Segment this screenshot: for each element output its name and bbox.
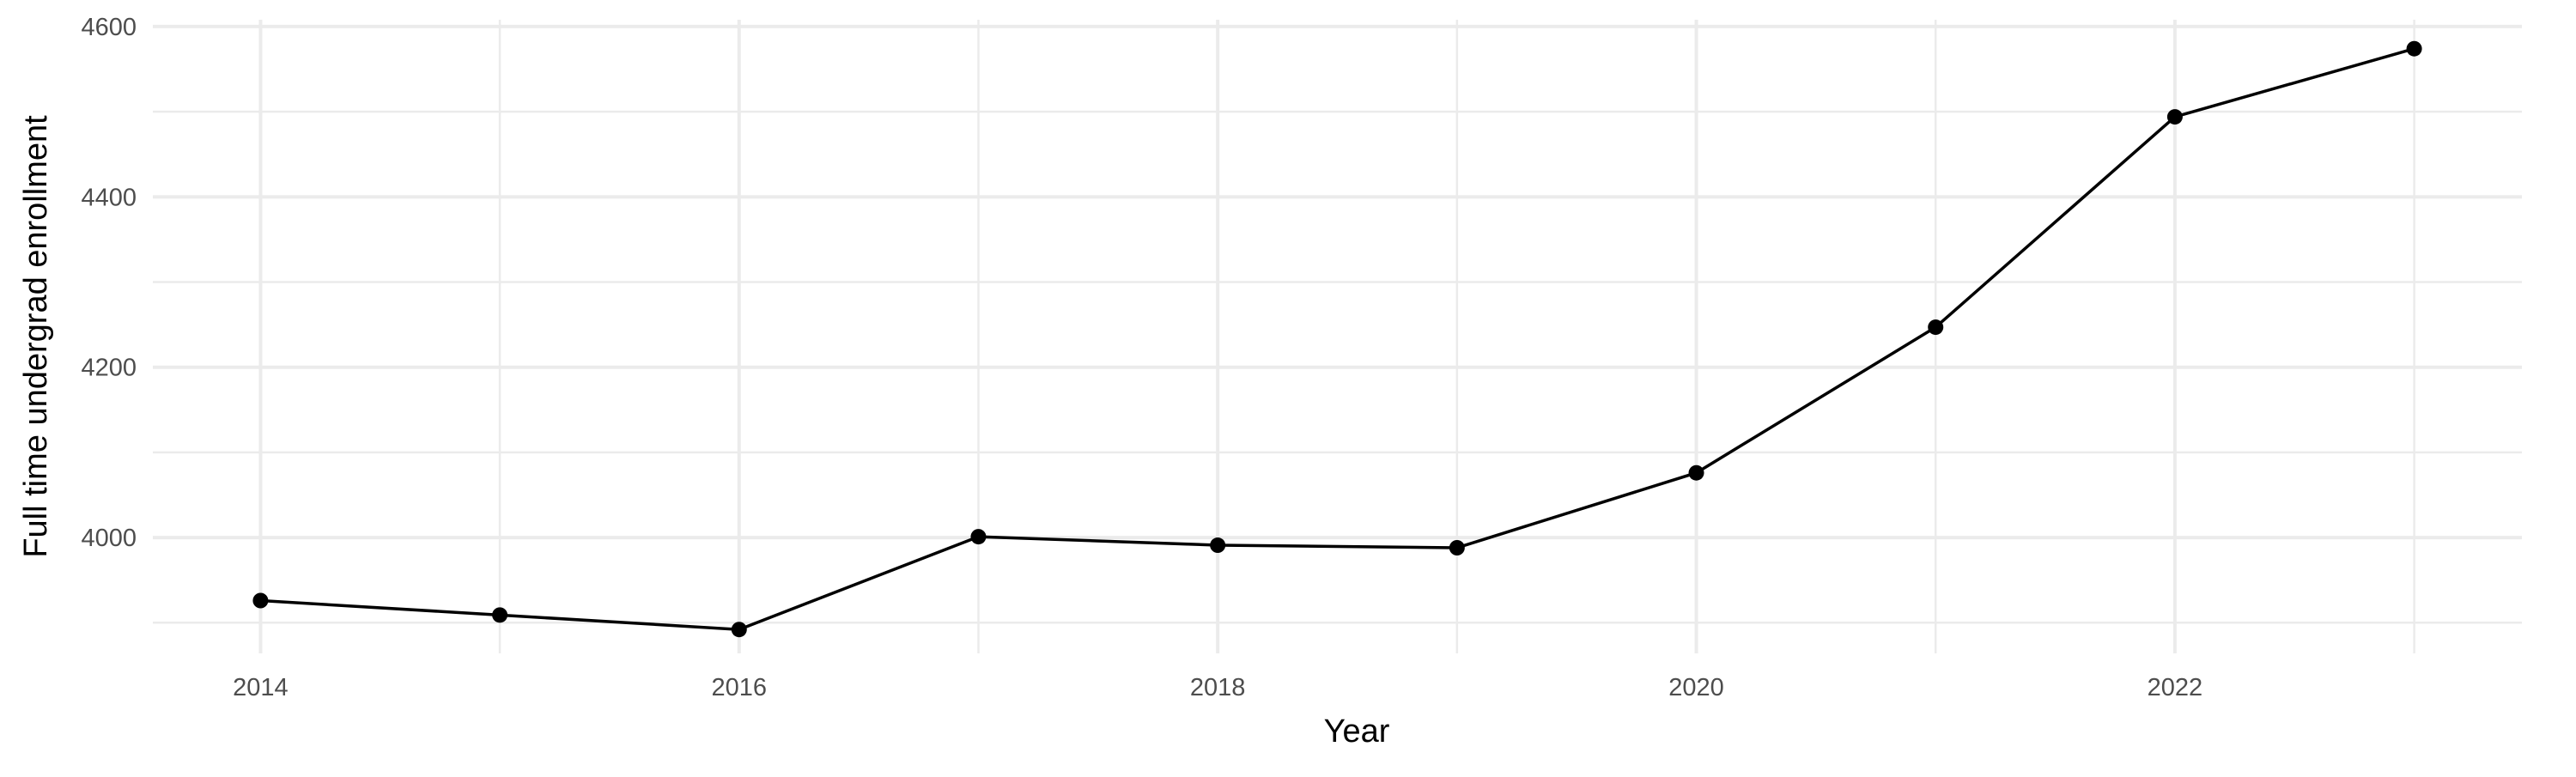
y-tick-label: 4600 <box>81 14 137 41</box>
series-line <box>260 47 2415 631</box>
data-point <box>970 529 987 545</box>
data-point <box>1449 540 1465 555</box>
data-point <box>252 592 269 609</box>
data-point <box>492 607 508 623</box>
x-tick-label: 2016 <box>712 674 768 701</box>
data-point <box>1928 319 1944 336</box>
x-tick-label: 2022 <box>2148 674 2203 701</box>
y-tick-label: 4000 <box>81 525 137 552</box>
data-point <box>1688 464 1704 481</box>
y-tick-label: 4400 <box>81 184 137 211</box>
data-point <box>2406 40 2422 57</box>
grid <box>153 20 2522 653</box>
x-tick-label: 2014 <box>233 674 289 701</box>
x-axis-ticks: 2014 2016 2018 2020 2022 <box>233 674 2202 701</box>
data-point <box>731 622 747 638</box>
y-axis-ticks: 4000 4200 4400 4600 <box>81 14 137 552</box>
data-point <box>2166 109 2183 125</box>
x-axis-title: Year <box>1324 713 1390 750</box>
y-tick-label: 4200 <box>81 355 137 382</box>
x-tick-label: 2018 <box>1190 674 1246 701</box>
y-axis-title: Full time undergrad enrollment <box>18 115 54 558</box>
series <box>252 40 2422 638</box>
x-tick-label: 2020 <box>1668 674 1724 701</box>
data-point <box>1210 537 1226 554</box>
